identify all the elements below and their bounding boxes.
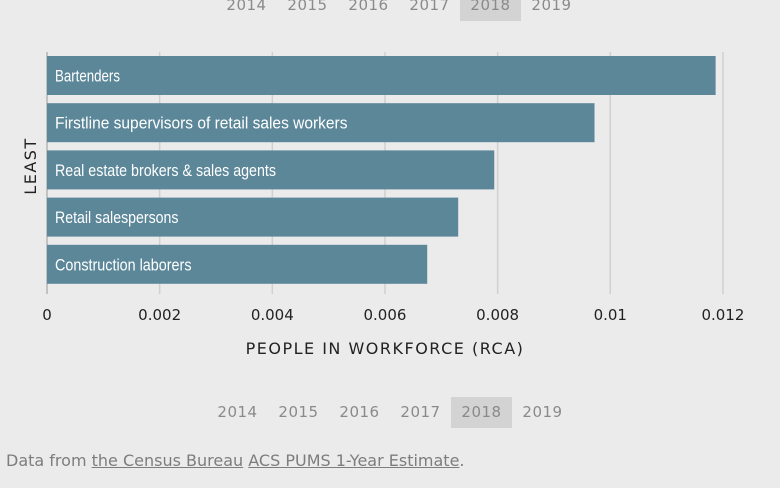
source-note: Data from the Census Bureau ACS PUMS 1-Y… [6,451,465,470]
year-tab[interactable]: 2015 [287,0,328,14]
x-axis-ticks: 0 0.002 0.004 0.006 0.008 0.01 0.012 [42,306,744,324]
bar[interactable] [47,103,595,143]
year-selector-top: 2014 2015 2016 2017 2018 2019 [9,0,780,21]
x-tick-label: 0.004 [251,306,294,324]
year-tab[interactable]: 2017 [409,0,450,14]
source-suffix: . [459,451,465,470]
bar[interactable] [47,244,428,284]
source-prefix: Data from [6,451,87,470]
year-selector-bottom: 2014 2015 2016 2017 2018 2019 [0,397,780,428]
bar-label: Construction laborers [55,255,192,274]
y-axis-label: LEAST [21,137,40,194]
x-tick-label: 0.01 [594,306,627,324]
year-tab[interactable]: 2019 [531,0,572,14]
year-tab-selected[interactable]: 2018 [451,397,512,428]
bar-chart: Bartenders Firstline supervisors of retai… [21,52,744,358]
year-tab[interactable]: 2017 [400,403,441,421]
year-tab[interactable]: 2015 [278,403,319,421]
year-tab[interactable]: 2016 [348,0,389,14]
bar[interactable] [47,56,716,95]
x-tick-label: 0.008 [476,306,519,324]
year-tab[interactable]: 2019 [522,403,563,421]
year-tab[interactable]: 2014 [226,0,267,14]
year-tab[interactable]: 2014 [217,403,258,421]
year-tab-selected[interactable]: 2018 [460,0,521,21]
x-tick-label: 0 [42,306,52,324]
bar-label: Real estate brokers & sales agents [55,161,276,180]
bar[interactable] [47,197,459,237]
bar-label: Bartenders [55,67,120,86]
bar-label: Retail salespersons [55,208,179,227]
x-tick-label: 0.002 [138,306,181,324]
bar[interactable] [47,150,495,190]
x-tick-label: 0.006 [363,306,406,324]
census-bureau-link[interactable]: the Census Bureau [91,451,244,470]
year-tab[interactable]: 2016 [339,403,380,421]
x-tick-label: 0.012 [701,306,744,324]
bars-group: Bartenders Firstline supervisors of retai… [47,56,716,284]
acs-pums-link[interactable]: ACS PUMS 1-Year Estimate [248,451,460,470]
bar-label: Firstline supervisors of retail sales wo… [55,114,348,133]
x-axis-label: PEOPLE IN WORKFORCE (RCA) [246,339,525,358]
